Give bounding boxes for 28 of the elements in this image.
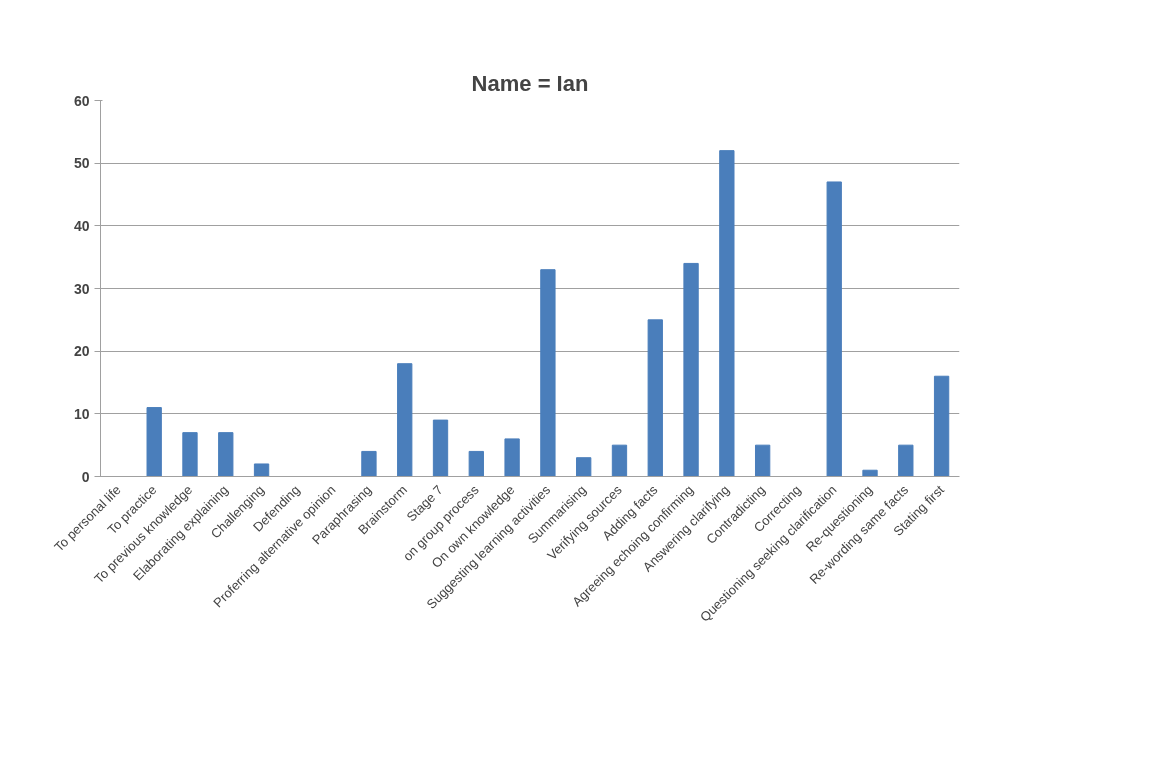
bar [504,438,520,477]
bar [754,444,771,477]
y-tick-label: 60 [73,92,90,109]
bar [719,150,735,477]
bar [361,450,377,477]
y-tick-label: 50 [73,155,90,172]
bar [218,432,234,477]
bar [397,363,413,477]
bar [933,375,950,477]
bar [146,407,162,477]
bar [432,419,449,477]
bar [611,444,628,477]
chart-title: Name = Ian [471,70,589,96]
bar [540,269,556,477]
y-tick-label: 0 [81,468,90,485]
bar [862,469,878,477]
y-tick-label: 10 [73,405,90,422]
bar [898,444,914,477]
bar [576,457,592,477]
y-tick-label: 40 [73,217,90,234]
bar [826,181,842,477]
bar [182,432,198,477]
bar [683,262,699,477]
bar [647,319,663,477]
bar [468,450,484,477]
y-tick-label: 30 [73,280,90,297]
y-tick-label: 20 [73,343,90,360]
bar [253,463,270,477]
